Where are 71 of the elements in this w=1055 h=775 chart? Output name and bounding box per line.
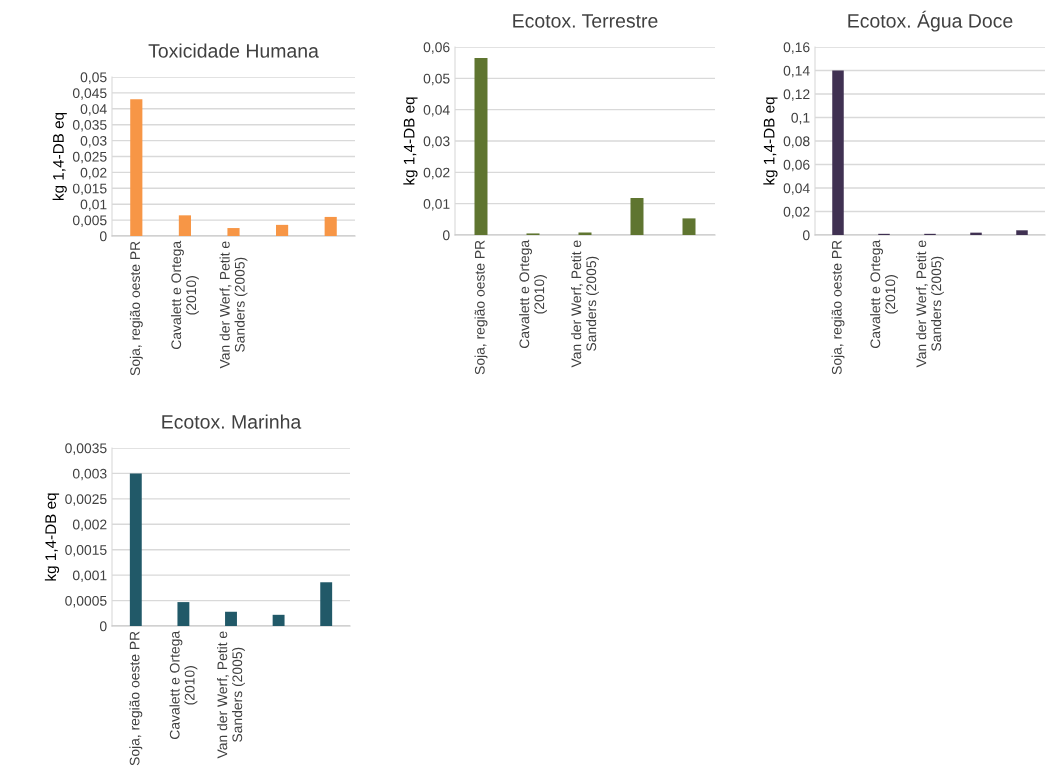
bar [177,602,190,626]
y-tick-label: 0,05 [80,72,107,84]
bar [630,198,644,235]
y-tick-label: 0,025 [72,151,107,164]
y-tick-label: 0,01 [80,199,107,212]
y-tick-label: 0,04 [423,105,450,117]
x-tick-label: Cavalett e Ortega (2010) [519,239,547,348]
x-tick-label: Cavalett e Ortega (2010) [169,630,198,739]
x-tick-label: Soja, região oeste PR [474,240,488,375]
x-tick-label: Van der Werf, Petit e Sanders (2005) [217,631,245,759]
y-tick-label: 0,02 [423,167,450,180]
y-axis-title: kg 1,4-DB eq [763,97,778,185]
y-tick-label: 0,16 [783,42,810,54]
bar [178,215,191,236]
y-tick-label: 0,02 [783,206,810,219]
y-axis-title: kg 1,4-DB eq [44,493,60,581]
bar [227,228,240,236]
y-tick-label: 0,05 [423,73,450,86]
bar [578,232,592,235]
y-axis-title: kg 1,4-DB eq [52,112,67,201]
y-tick-label: 0,03 [80,135,107,148]
y-tick-label: 0,02 [80,167,107,180]
bar [276,224,289,236]
chart-title: Ecotox. Marinha [162,414,302,429]
bar [682,218,696,235]
y-tick-label: 0,1 [791,112,810,125]
bar [272,614,285,626]
y-tick-label: 0,003 [72,468,107,481]
bar [324,216,337,236]
y-tick-label: 0 [99,621,107,632]
x-tick-label: Van der Werf, Petit e Sanders (2005) [219,241,248,369]
bar [474,57,488,235]
bar [1016,230,1028,235]
y-tick-label: 0,045 [72,88,107,100]
y-tick-label: 0,06 [783,159,810,172]
y-tick-label: 0,12 [783,89,810,101]
chart-title: Ecotox. Água Doce [848,10,1013,32]
y-tick-label: 0,01 [423,199,450,211]
y-tick-label: 0,002 [72,519,107,532]
chart-title: Toxicidade Humana [148,43,319,58]
y-tick-label: 0,001 [72,570,107,582]
y-tick-label: 0,14 [783,65,810,78]
x-tick-label: Van der Werf, Petit e Sanders (2005) [571,240,599,368]
x-tick-label: Van der Werf, Petit e Sanders (2005) [916,240,944,368]
bar [129,473,142,626]
y-tick-label: 0,035 [72,120,107,132]
y-tick-label: 0 [99,231,107,242]
bar [320,582,333,626]
x-tick-label: Soja, região oeste PR [129,631,143,766]
x-tick-label: Soja, região oeste PR [129,241,143,376]
y-tick-label: 0,0025 [65,494,107,506]
x-tick-label: Cavalett e Ortega (2010) [170,240,199,349]
y-tick-label: 0,04 [80,104,107,116]
y-tick-label: 0 [442,230,450,241]
y-tick-label: 0,03 [423,136,450,148]
bar [225,611,237,626]
chart-title: Ecotox. Terrestre [513,14,658,28]
y-tick-label: 0,0005 [65,595,107,608]
y-tick-label: 0,005 [72,215,107,227]
bar [130,99,143,236]
y-tick-label: 0,06 [423,42,450,54]
bar [832,70,844,235]
y-tick-label: 0,0015 [65,545,107,557]
x-tick-label: Soja, região oeste PR [831,240,845,375]
y-axis-title: kg 1,4-DB eq [403,97,418,185]
y-tick-label: 0,0035 [65,443,107,455]
y-tick-label: 0,015 [72,183,107,196]
y-tick-label: 0,08 [783,136,810,148]
y-tick-label: 0,04 [783,183,810,195]
y-tick-label: 0 [802,230,810,241]
x-tick-label: Cavalett e Ortega (2010) [870,239,898,348]
